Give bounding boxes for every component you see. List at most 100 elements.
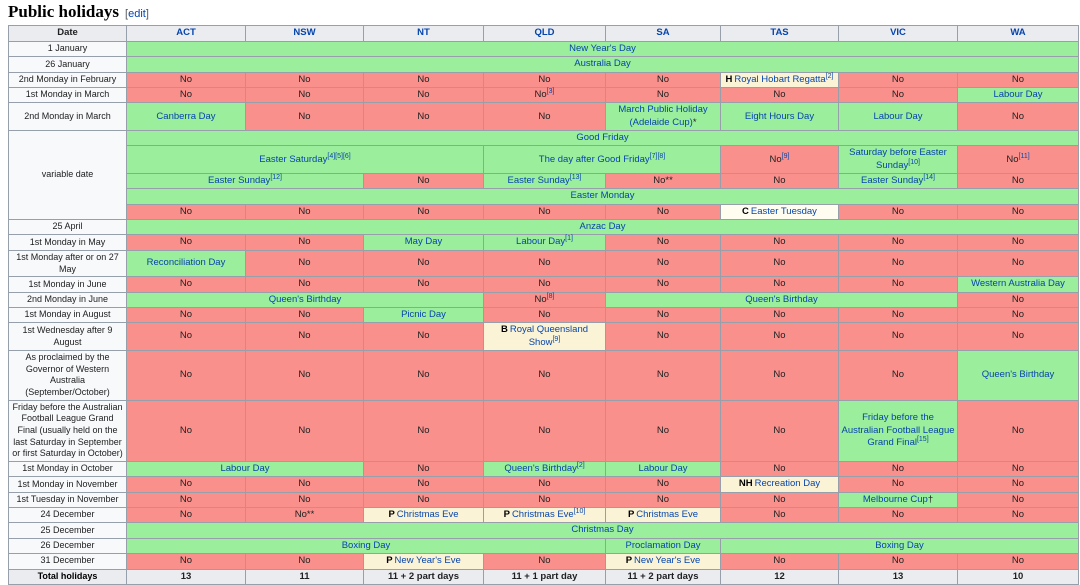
reference-link[interactable]: [2] <box>576 461 585 469</box>
holiday-link[interactable]: Queen's Birthday <box>268 293 342 305</box>
holiday-link[interactable]: Christmas Eve <box>396 509 459 521</box>
holiday-link[interactable]: Recreation Day <box>754 478 821 490</box>
holiday-link[interactable]: Good Friday <box>576 132 629 144</box>
holiday-link[interactable]: Western Australia Day <box>971 278 1065 290</box>
holiday-cell: Eight Hours Day <box>720 102 839 132</box>
no-label: No <box>891 463 905 475</box>
holiday-link[interactable]: Canberra Day <box>156 110 216 122</box>
column-header-link[interactable]: SA <box>656 27 670 39</box>
reference-link[interactable]: [11] <box>1018 152 1030 160</box>
no-cell: No <box>245 306 364 324</box>
holiday-link[interactable]: Saturday before Easter Sunday <box>849 147 947 171</box>
holiday-link[interactable]: May Day <box>404 236 443 248</box>
no-label: No <box>1011 308 1025 320</box>
no-cell: No <box>245 249 364 278</box>
reference-link[interactable]: [8] <box>546 292 555 300</box>
holiday-link[interactable]: Royal Queensland Show <box>509 324 589 348</box>
holiday-prefix-letter: P <box>627 509 635 521</box>
date-label: 26 December <box>8 537 127 555</box>
column-header-qld[interactable]: QLD <box>483 25 606 42</box>
holiday-link[interactable]: Eight Hours Day <box>744 110 815 122</box>
reference-link[interactable]: [3] <box>546 87 555 95</box>
holiday-link[interactable]: Labour Day <box>516 236 566 248</box>
reference-link[interactable]: [10] <box>573 507 586 515</box>
holiday-link[interactable]: Christmas Day <box>571 524 634 536</box>
reference-link[interactable]: [7][8] <box>649 152 666 160</box>
column-header-link[interactable]: NSW <box>293 27 316 39</box>
holiday-link[interactable]: Reconciliation Day <box>146 257 226 269</box>
no-cell: No <box>483 306 606 324</box>
holiday-link[interactable]: Boxing Day <box>875 539 924 551</box>
reference-link[interactable]: [9] <box>552 335 561 343</box>
holiday-link[interactable]: Labour Day <box>873 110 923 122</box>
column-header-link[interactable]: QLD <box>534 27 555 39</box>
reference-link[interactable]: [15] <box>916 435 929 443</box>
holiday-cell: Saturday before Easter Sunday[10] <box>838 145 958 175</box>
holiday-link[interactable]: Easter Saturday <box>259 153 328 165</box>
holiday-link[interactable]: Queen's Birthday <box>504 463 577 475</box>
column-header-tas[interactable]: TAS <box>720 25 839 42</box>
holiday-link[interactable]: Proclamation Day <box>625 539 701 551</box>
holiday-link[interactable]: Easter Tuesday <box>750 205 817 217</box>
part-day-cell: C Easter Tuesday <box>720 203 839 221</box>
table-row: 1st Monday in May No No May Day Labour Day[1… <box>8 234 1079 251</box>
holiday-cell: Friday before the Australian Football Le… <box>838 399 958 463</box>
holiday-link[interactable]: Royal Hobart Regatta <box>734 73 826 85</box>
column-header-act[interactable]: ACT <box>126 25 246 42</box>
date-label: 1st Monday in March <box>8 87 127 104</box>
edit-link[interactable]: edit <box>128 8 146 20</box>
holiday-link[interactable]: Labour Day <box>993 89 1043 101</box>
holiday-link[interactable]: Labour Day <box>220 463 270 475</box>
holiday-link[interactable]: New Year's Day <box>569 43 636 54</box>
table-row: 2nd Monday in March Canberra Day No No No Mar… <box>8 102 1079 132</box>
holiday-link[interactable]: Anzac Day <box>579 221 626 233</box>
no-cell: No <box>363 276 484 293</box>
holiday-link[interactable]: Picnic Day <box>401 308 446 320</box>
holiday-link[interactable]: March Public Holiday (Adelaide Cup) <box>618 104 708 128</box>
no-label: No <box>298 278 311 290</box>
reference-link[interactable]: [12] <box>270 173 282 181</box>
column-header-vic[interactable]: VIC <box>838 25 958 42</box>
column-header-link[interactable]: NT <box>417 27 430 39</box>
holiday-link[interactable]: Christmas Eve <box>511 509 574 521</box>
holiday-link[interactable]: The day after Good Friday <box>538 153 650 165</box>
holiday-link[interactable]: Christmas Eve <box>636 509 699 521</box>
holiday-link[interactable]: Queen's Birthday <box>981 369 1055 381</box>
date-label: 1st Monday in June <box>8 276 127 293</box>
column-header-link[interactable]: ACT <box>176 27 196 39</box>
holiday-link[interactable]: Queen's Birthday <box>745 293 818 305</box>
reference-link[interactable]: [13] <box>569 173 582 181</box>
reference-link[interactable]: [4][5][6] <box>327 152 351 160</box>
part-day-cell: H Royal Hobart Regatta[2] <box>720 71 839 89</box>
holiday-link[interactable]: Easter Sunday <box>207 175 271 187</box>
holiday-link[interactable]: Easter Monday <box>570 190 635 202</box>
column-header-nsw[interactable]: NSW <box>245 25 364 42</box>
reference-link[interactable]: [2] <box>825 72 834 80</box>
date-label: variable date <box>8 130 127 221</box>
column-header-nt[interactable]: NT <box>363 25 484 42</box>
holiday-link[interactable]: New Year's Eve <box>634 555 701 567</box>
column-header-sa[interactable]: SA <box>605 25 721 42</box>
holiday-cell: May Day <box>363 234 484 251</box>
holiday-link[interactable]: Australia Day <box>574 58 631 70</box>
holiday-link[interactable]: Boxing Day <box>341 539 391 551</box>
holiday-link[interactable]: Friday before the Australian Football Le… <box>841 412 955 449</box>
no-label: No <box>1011 478 1025 490</box>
holiday-cell: Easter Sunday[12] <box>126 173 364 190</box>
column-header-link[interactable]: VIC <box>890 27 906 39</box>
holiday-link[interactable]: Easter Sunday <box>507 175 570 187</box>
holiday-link[interactable]: Melbourne Cup <box>862 493 928 505</box>
reference-link[interactable]: [1] <box>565 235 573 243</box>
holiday-prefix-letter: NH <box>738 478 753 490</box>
reference-link[interactable]: [14] <box>923 173 935 181</box>
holiday-link[interactable]: Labour Day <box>638 463 688 475</box>
column-header-date: Date <box>8 25 127 42</box>
holiday-link[interactable]: Easter Sunday <box>860 175 924 187</box>
column-header-link[interactable]: TAS <box>770 27 789 39</box>
reference-link[interactable]: [10] <box>908 158 920 166</box>
no-label: No <box>538 278 551 290</box>
column-header-link[interactable]: WA <box>1010 27 1026 39</box>
holiday-link[interactable]: New Year's Eve <box>394 555 461 567</box>
column-header-wa[interactable]: WA <box>957 25 1079 42</box>
reference-link[interactable]: [9] <box>781 152 790 160</box>
